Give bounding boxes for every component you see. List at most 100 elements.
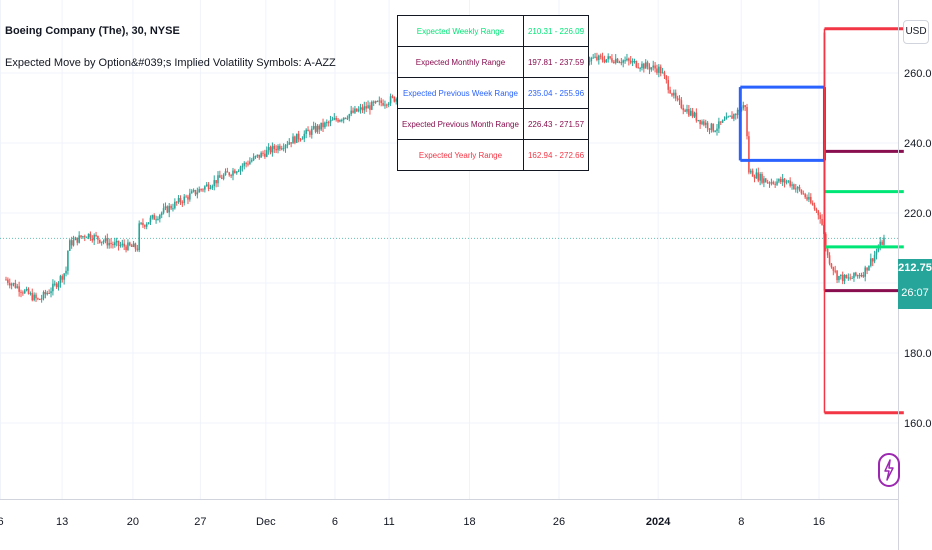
candle-body	[858, 275, 861, 277]
candle-body	[53, 283, 56, 285]
candle-body	[27, 288, 30, 294]
candle-body	[23, 290, 26, 294]
candle-body	[10, 283, 13, 286]
candle-body	[280, 148, 283, 150]
candle-body	[256, 154, 259, 157]
candle-body	[781, 178, 784, 183]
candle-body	[596, 56, 598, 60]
candle-body	[235, 171, 238, 174]
candle-body	[303, 133, 306, 139]
candle-body	[219, 175, 221, 178]
candle-body	[271, 145, 274, 153]
candle-body	[337, 119, 339, 122]
candle-body	[209, 187, 212, 189]
candle-body	[804, 194, 806, 198]
candle-body	[601, 56, 604, 61]
candle-body	[856, 275, 859, 277]
candle-body	[883, 237, 885, 245]
candle-body	[22, 292, 24, 294]
candle-body	[851, 277, 853, 279]
candle-body	[252, 156, 255, 161]
candle-body	[845, 274, 848, 278]
candle-body	[648, 66, 651, 70]
candle-body	[132, 243, 135, 247]
x-tick-label: 2024	[646, 516, 671, 528]
candle-body	[114, 242, 116, 246]
candle-body	[322, 122, 324, 128]
range-table-row: Expected Weekly Range 210.31 - 226.09	[397, 15, 590, 47]
candle-body	[185, 196, 187, 198]
candle-body	[123, 243, 125, 247]
candle-body	[175, 201, 178, 203]
candle-body	[316, 125, 319, 132]
candle-body	[333, 117, 336, 120]
candle-body	[680, 100, 683, 108]
range-value: 235.04 - 255.96	[522, 77, 590, 109]
candle-body	[110, 242, 112, 245]
x-tick-label: 8	[738, 516, 744, 528]
candle-body	[68, 240, 71, 251]
candle-body	[669, 89, 671, 94]
candle-body	[868, 265, 870, 271]
candle-body	[371, 101, 373, 110]
candle-body	[102, 241, 105, 243]
candle-body	[787, 180, 790, 182]
indicator-title[interactable]: Expected Move by Option&#039;s Implied V…	[5, 57, 336, 69]
candle-body	[751, 170, 754, 177]
candle-body	[356, 108, 358, 112]
candle-body	[611, 58, 613, 62]
candle-body	[80, 235, 82, 238]
candle-body	[12, 283, 15, 285]
candle-body	[719, 121, 722, 123]
candle-body	[265, 150, 268, 157]
candle-body	[815, 208, 818, 211]
candle-body	[810, 196, 812, 203]
candle-body	[331, 119, 334, 121]
candle-body	[100, 241, 103, 243]
candle-body	[307, 129, 309, 132]
candle-body	[258, 154, 261, 158]
candle-body	[789, 180, 791, 186]
candle-body	[849, 277, 851, 279]
candle-body	[318, 125, 321, 130]
candle-body	[273, 145, 276, 150]
candle-body	[678, 98, 681, 101]
candle-body	[170, 205, 172, 209]
candle-body	[671, 93, 673, 96]
range-table-row: Expected Yearly Range 162.94 - 272.66	[397, 139, 590, 171]
candle-body	[684, 110, 686, 112]
candle-body	[853, 272, 855, 278]
candle-body	[841, 274, 844, 282]
range-label: Expected Previous Month Range	[397, 108, 524, 140]
candle-body	[746, 106, 748, 137]
candle-body	[800, 189, 803, 194]
candle-body	[213, 180, 216, 187]
candle-body	[224, 171, 227, 176]
candle-body	[618, 62, 621, 64]
candle-body	[309, 131, 311, 135]
candle-body	[33, 294, 35, 301]
candle-body	[144, 225, 146, 227]
candle-body	[766, 182, 769, 184]
candle-body	[190, 191, 193, 194]
candle-body	[140, 222, 142, 224]
candle-body	[840, 274, 842, 276]
candle-body	[299, 139, 302, 141]
candle-body	[761, 173, 763, 183]
symbol-title[interactable]: Boeing Company (The), 30, NYSE	[5, 25, 180, 37]
candle-body	[665, 75, 668, 81]
candle-body	[836, 270, 838, 281]
range-table-row: Expected Previous Month Range 226.43 - 27…	[397, 108, 590, 140]
candle-body	[729, 115, 731, 117]
candle-body	[215, 180, 217, 184]
currency-button[interactable]: USD	[903, 20, 929, 44]
lightning-icon[interactable]	[878, 453, 900, 487]
range-value: 197.81 - 237.59	[522, 46, 590, 78]
candle-body	[879, 241, 882, 249]
candle-body	[749, 170, 752, 173]
candle-body	[138, 223, 140, 251]
candle-body	[196, 192, 199, 195]
candle-body	[609, 56, 611, 59]
candle-body	[232, 170, 234, 176]
candle-body	[633, 61, 636, 63]
